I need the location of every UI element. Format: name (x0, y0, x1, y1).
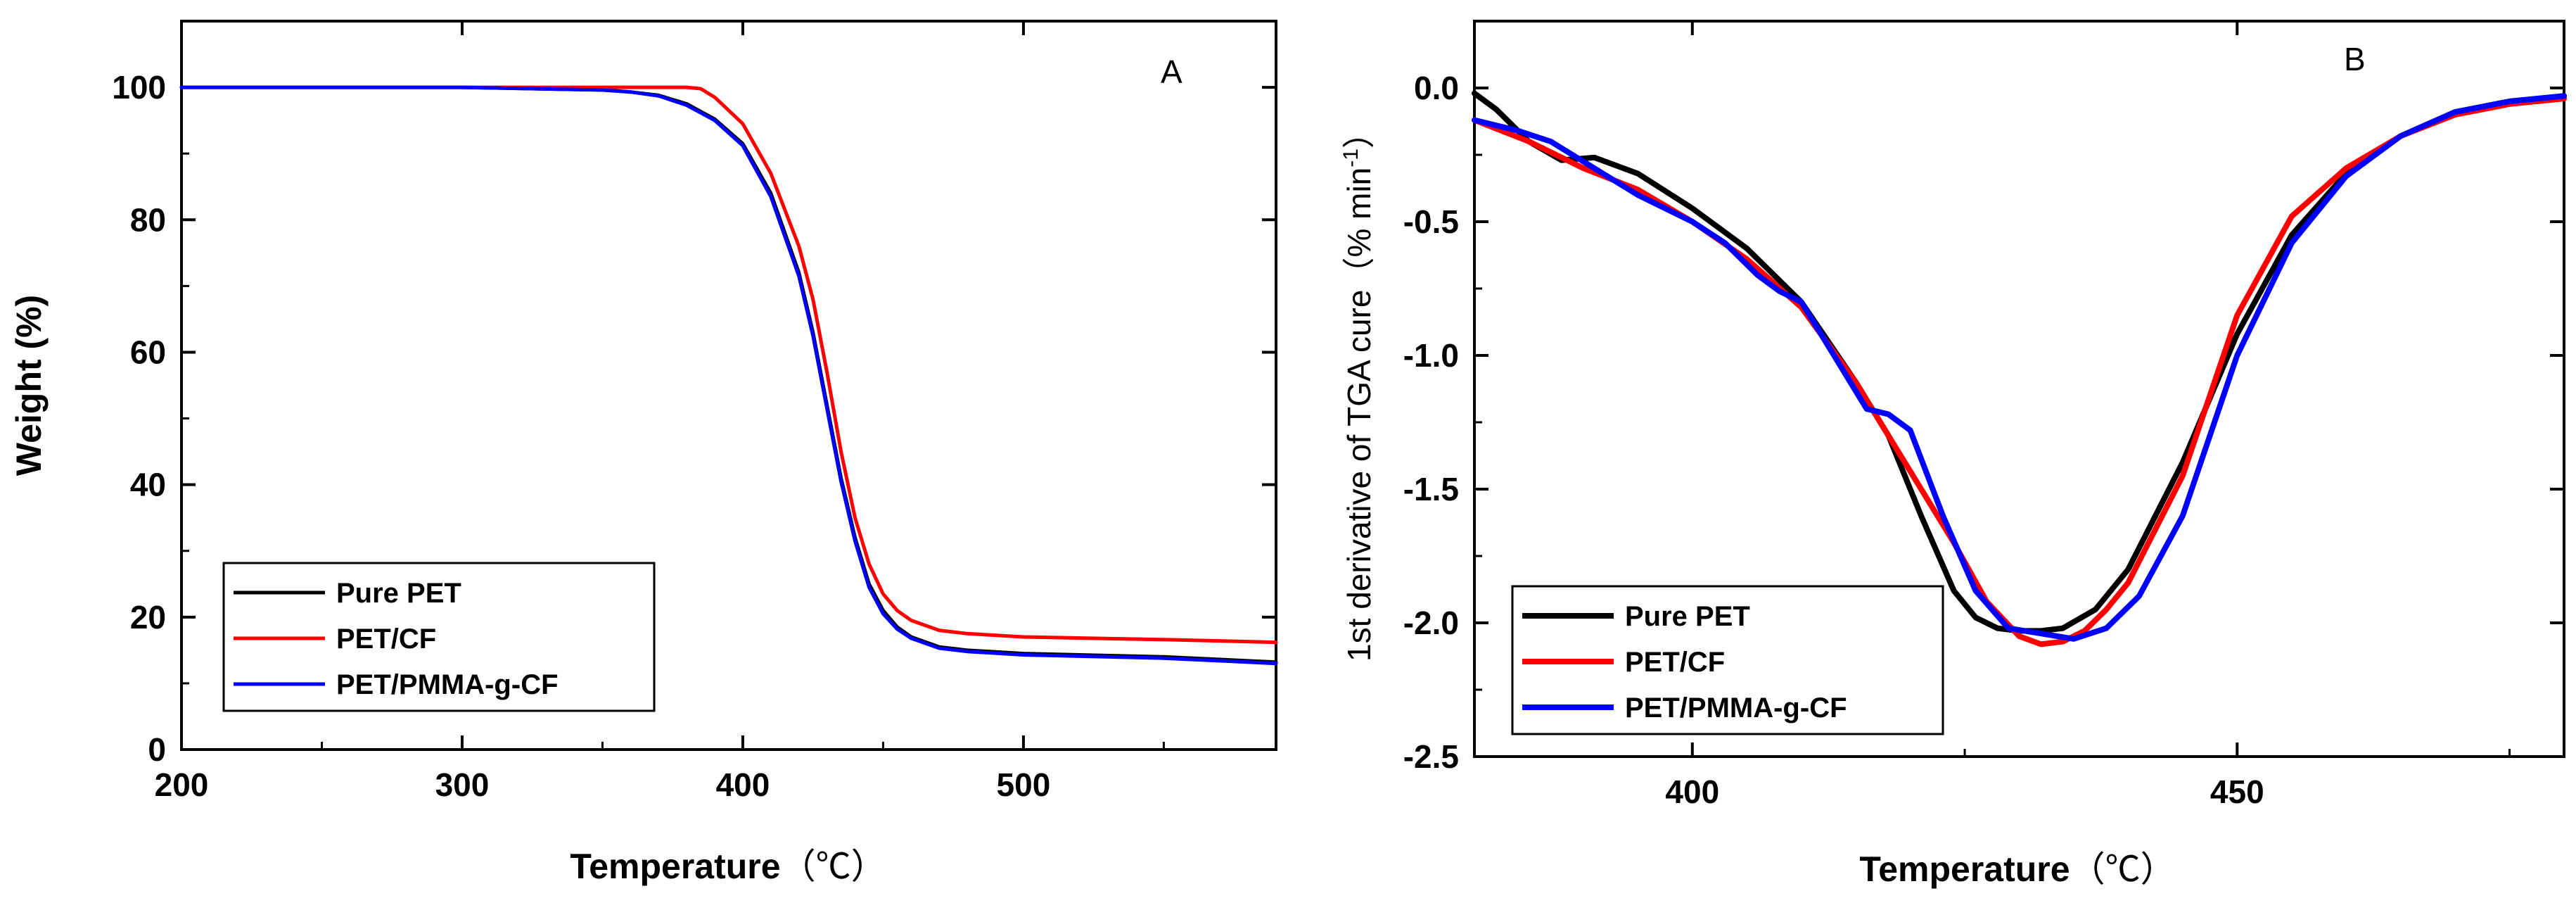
series-line-1 (1472, 90, 2567, 634)
x-tick-label: 450 (2210, 773, 2264, 810)
plot-frame (180, 20, 1277, 751)
legend-label-1: Pure PET (336, 578, 461, 609)
legend: Pure PET PET/CF PET/PMMA-g-CF (222, 562, 656, 712)
plot-frame (1473, 20, 2565, 758)
y-tick-label: 100 (112, 69, 166, 106)
panel-letter: B (2344, 41, 2366, 77)
legend-label-3: PET/PMMA-g-CF (336, 669, 559, 700)
y-tick-label: 20 (130, 599, 166, 636)
x-tick-label: 400 (716, 766, 770, 803)
y-axis-title: Weight (%) (9, 295, 49, 476)
x-tick-label: 300 (435, 766, 490, 803)
y-tick-label: -1.0 (1403, 337, 1459, 374)
x-tick-label: 400 (1665, 773, 1719, 810)
y-tick-label: -1.5 (1403, 471, 1459, 507)
panel-b: 400 450 0.0 -0.5 -1.0 -1.5 -2.0 -2.5 Temperature… (1339, 20, 2567, 889)
y-axis-title: 1st derivative of TGA cure（% min-1） (1339, 116, 1377, 662)
legend-label-3: PET/PMMA-g-CF (1625, 693, 1847, 723)
x-axis-title-text: Temperature (570, 847, 780, 886)
x-axis-title-text: Temperature (1859, 849, 2070, 889)
y-axis-title-sup: -1 (1339, 148, 1363, 168)
y-tick-label: 80 (130, 201, 166, 238)
y-tick-label: 0.0 (1414, 70, 1459, 106)
y-axis-title-end: ） (1341, 116, 1377, 148)
panel-letter: A (1161, 53, 1182, 90)
x-axis-title: Temperature（℃） (1859, 849, 2175, 889)
legend-label-1: Pure PET (1625, 601, 1750, 632)
series-line-3 (1472, 93, 2567, 642)
y-tick-label: -0.5 (1403, 203, 1459, 240)
y-axis-title-text: 1st derivative of TGA cure（% min (1341, 168, 1377, 662)
y-tick-label: 40 (130, 467, 166, 503)
x-axis-title-unit: （℃） (781, 847, 886, 886)
legend-label-2: PET/CF (1625, 647, 1725, 678)
series-line-3 (179, 85, 1278, 666)
series-line-2 (179, 85, 1278, 645)
y-tick-label: 0 (148, 731, 166, 768)
legend: Pure PET PET/CF PET/PMMA-g-CF (1511, 585, 1944, 735)
x-tick-label: 500 (997, 766, 1051, 803)
legend-label-2: PET/CF (336, 624, 436, 655)
panel-a: 200 300 400 500 0 20 40 60 80 100 Temperature（℃） We… (9, 20, 1278, 886)
y-tick-label: -2.0 (1403, 605, 1459, 641)
y-tick-label: -2.5 (1403, 738, 1459, 775)
x-tick-label: 200 (155, 766, 209, 803)
y-tick-label: 60 (130, 334, 166, 370)
x-axis-title: Temperature（℃） (570, 847, 886, 886)
x-axis-title-unit: （℃） (2070, 849, 2176, 889)
y-axis-title-text: Weight (%) (9, 295, 49, 476)
